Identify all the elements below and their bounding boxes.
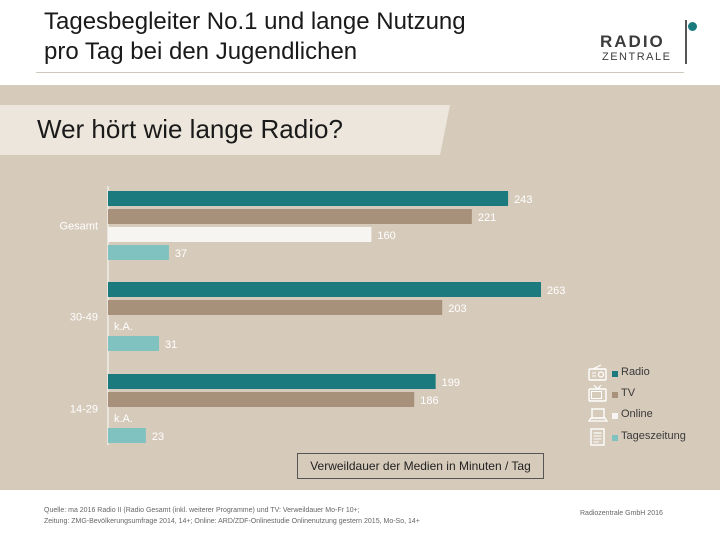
source-note-line-1: Quelle: ma 2016 Radio II (Radio Gesamt (… bbox=[44, 507, 360, 514]
legend-label-tageszeitung: Tageszeitung bbox=[621, 430, 686, 442]
legend-label-online: Online bbox=[621, 408, 653, 420]
bar-radio-14-29 bbox=[108, 374, 436, 389]
logo-text-zentrale: ZENTRALE bbox=[602, 51, 672, 63]
slide-title-line-1: Tagesbegleiter No.1 und lange Nutzung bbox=[44, 8, 466, 35]
source-note: Quelle: ma 2016 Radio II (Radio Gesamt (… bbox=[44, 505, 524, 527]
data-label-radio-gesamt: 243 bbox=[514, 194, 532, 206]
category-label-14-29: 14-29 bbox=[70, 404, 98, 416]
bar-radio-gesamt bbox=[108, 191, 509, 206]
data-label-tv-14-29: 186 bbox=[420, 395, 438, 407]
subtitle-box-corner bbox=[440, 105, 450, 155]
data-label-radio-14-29: 199 bbox=[442, 377, 460, 389]
category-label-30-49: 30-49 bbox=[70, 312, 98, 324]
data-label-tv-gesamt: 221 bbox=[478, 212, 496, 224]
logo-dot bbox=[688, 22, 697, 31]
chart-subtitle: Wer hört wie lange Radio? bbox=[37, 114, 343, 144]
data-label-tageszeitung-14-29: 23 bbox=[152, 431, 164, 443]
axis-label-box: Verweildauer der Medien in Minuten / Tag bbox=[297, 453, 544, 479]
legend-item-radio: Radio bbox=[588, 364, 708, 384]
newspaper-icon bbox=[590, 428, 605, 446]
bar-chart: Gesamt 243 221 160 37 30-49 263 203 k.A. 31 14-29 1… bbox=[59, 186, 565, 445]
data-label-radio-30-49: 263 bbox=[547, 285, 565, 297]
radio-icon bbox=[588, 364, 607, 381]
laptop-icon bbox=[588, 408, 608, 422]
slide-header: Tagesbegleiter No.1 und lange Nutzung pr… bbox=[0, 0, 720, 85]
logo-text-radio: RADIO bbox=[600, 32, 665, 51]
data-label-tv-30-49: 203 bbox=[448, 303, 466, 315]
legend-swatch-online bbox=[612, 413, 618, 419]
copyright-note: Radiozentrale GmbH 2016 bbox=[580, 510, 663, 517]
bar-tageszeitung-30-49 bbox=[108, 336, 160, 351]
category-label-gesamt: Gesamt bbox=[59, 221, 98, 233]
legend-label-radio: Radio bbox=[621, 366, 650, 378]
source-note-line-2: Zeitung: ZMG-Bevölkerungsumfrage 2014, 1… bbox=[44, 518, 420, 525]
legend-item-online: Online bbox=[588, 406, 708, 426]
bar-tageszeitung-gesamt bbox=[108, 245, 169, 260]
radiozentrale-logo: RADIO ZENTRALE bbox=[600, 18, 700, 68]
data-label-online-14-29: k.A. bbox=[114, 413, 133, 425]
header-divider bbox=[36, 72, 684, 73]
legend-swatch-radio bbox=[612, 371, 618, 377]
data-label-online-gesamt: 160 bbox=[377, 230, 395, 242]
legend-swatch-tv bbox=[612, 392, 618, 398]
data-label-tageszeitung-gesamt: 37 bbox=[175, 248, 187, 260]
bar-tv-14-29 bbox=[108, 392, 415, 407]
legend-item-tageszeitung: Tageszeitung bbox=[588, 428, 708, 448]
logo-bar bbox=[685, 20, 687, 64]
axis-label: Verweildauer der Medien in Minuten / Tag bbox=[310, 459, 531, 473]
tv-icon bbox=[588, 385, 607, 402]
bar-online-gesamt bbox=[108, 227, 372, 242]
bar-tv-30-49 bbox=[108, 300, 443, 315]
data-label-online-30-49: k.A. bbox=[114, 321, 133, 333]
subtitle-box bbox=[0, 105, 440, 155]
bar-tageszeitung-14-29 bbox=[108, 428, 146, 443]
bar-tv-gesamt bbox=[108, 209, 472, 224]
slide-title-line-2: pro Tag bei den Jugendlichen bbox=[44, 38, 358, 65]
legend-swatch-tageszeitung bbox=[612, 435, 618, 441]
slide-title: Tagesbegleiter No.1 und lange Nutzung pr… bbox=[44, 7, 604, 67]
bar-radio-30-49 bbox=[108, 282, 541, 297]
legend-item-tv: TV bbox=[588, 385, 708, 405]
legend-label-tv: TV bbox=[621, 387, 636, 399]
data-label-tageszeitung-30-49: 31 bbox=[165, 339, 177, 351]
slide-footer: Quelle: ma 2016 Radio II (Radio Gesamt (… bbox=[0, 490, 720, 540]
